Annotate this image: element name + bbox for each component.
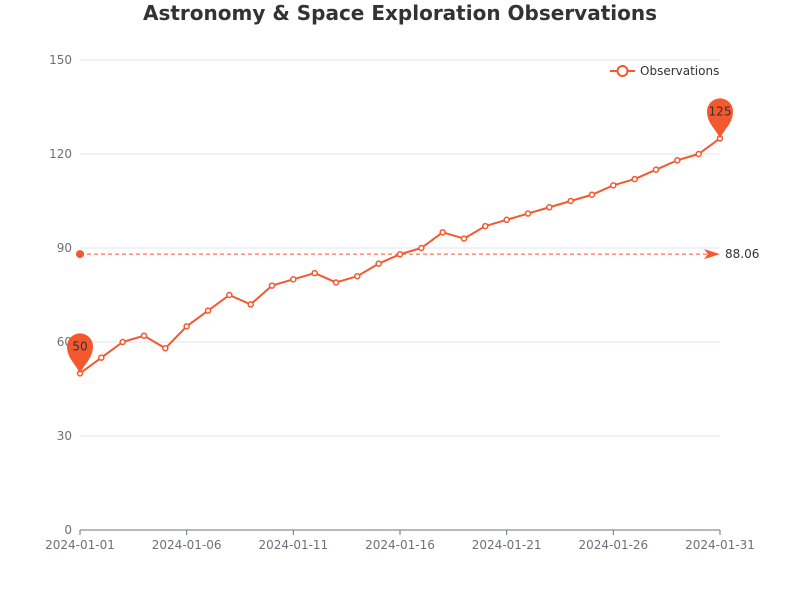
y-tick-label: 90 (57, 241, 72, 255)
mark-point-max-pin (707, 98, 733, 139)
data-point (695, 150, 702, 158)
y-tick-label: 120 (49, 147, 72, 161)
data-point (332, 279, 340, 286)
data-point (311, 269, 318, 277)
data-point (439, 229, 446, 236)
x-tick-label: 2024-01-01 (45, 538, 115, 552)
data-point (503, 216, 510, 224)
y-tick-label: 0 (64, 523, 72, 537)
data-point (226, 291, 233, 299)
data-point (268, 282, 276, 289)
legend-label: Observations (640, 64, 719, 78)
chart-title: Astronomy & Space Exploration Observatio… (143, 1, 657, 25)
x-tick-label: 2024-01-31 (685, 538, 755, 552)
data-point (354, 272, 361, 280)
x-tick-label: 2024-01-16 (365, 538, 435, 552)
data-point (119, 338, 126, 346)
legend[interactable]: Observations (610, 64, 719, 78)
data-point (418, 244, 425, 252)
data-point (162, 345, 169, 352)
x-tick-label: 2024-01-21 (472, 538, 542, 552)
x-tick-label: 2024-01-06 (152, 538, 222, 552)
legend-marker-icon (616, 65, 629, 77)
x-tick-label: 2024-01-26 (578, 538, 648, 552)
gridlines (80, 59, 720, 437)
mark-point-max-label: 125 (709, 104, 732, 118)
series-observations (76, 135, 724, 377)
data-point (396, 251, 404, 258)
data-point (567, 197, 574, 205)
data-point (98, 354, 105, 361)
data-point (247, 301, 254, 308)
x-tick-label: 2024-01-11 (258, 538, 328, 552)
data-point (375, 260, 382, 267)
mark-points: 50 125 (67, 98, 733, 374)
average-line-label: 88.06 (725, 247, 759, 261)
y-tick-label: 150 (49, 53, 72, 67)
data-point (610, 182, 617, 189)
data-point (524, 210, 532, 217)
data-point (460, 235, 468, 242)
data-point (482, 222, 489, 230)
data-point (674, 157, 681, 164)
y-tick-label: 30 (57, 429, 72, 443)
data-point (290, 276, 297, 283)
mark-point-min-label: 50 (72, 339, 87, 353)
data-point (546, 204, 553, 211)
data-point (588, 191, 596, 198)
mark-point-min-pin (67, 333, 93, 374)
data-point (183, 323, 190, 330)
data-point (652, 166, 660, 173)
average-line-arrow (704, 249, 720, 260)
data-point (631, 175, 638, 183)
data-point (140, 332, 148, 339)
data-point (204, 307, 212, 314)
